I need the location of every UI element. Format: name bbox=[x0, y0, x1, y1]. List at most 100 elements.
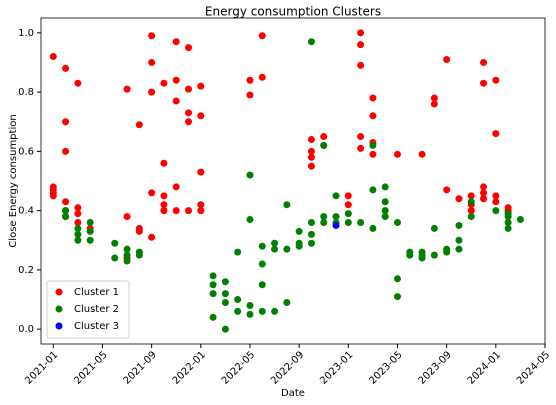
point bbox=[172, 207, 180, 215]
point bbox=[357, 133, 365, 141]
point bbox=[480, 195, 488, 203]
point bbox=[393, 218, 401, 226]
point bbox=[86, 236, 94, 244]
point bbox=[246, 171, 254, 179]
point bbox=[74, 218, 82, 226]
point bbox=[381, 183, 389, 191]
point bbox=[455, 195, 463, 203]
x-tick-label: 2024-01 bbox=[466, 349, 503, 386]
y-axis-label: Close Energy consumption bbox=[8, 114, 19, 247]
point bbox=[344, 218, 352, 226]
point bbox=[185, 118, 193, 126]
point bbox=[74, 236, 82, 244]
point bbox=[307, 147, 315, 155]
point bbox=[357, 144, 365, 152]
point bbox=[467, 207, 475, 215]
legend-marker bbox=[55, 305, 63, 313]
point bbox=[246, 76, 254, 84]
point bbox=[357, 41, 365, 49]
point bbox=[123, 213, 131, 221]
point bbox=[148, 58, 156, 66]
point bbox=[135, 227, 143, 235]
legend-label: Cluster 1 bbox=[74, 287, 119, 298]
point bbox=[49, 53, 57, 61]
point bbox=[480, 183, 488, 191]
point bbox=[258, 307, 266, 315]
point bbox=[430, 100, 438, 108]
point bbox=[332, 221, 340, 229]
point bbox=[332, 213, 340, 221]
point bbox=[492, 130, 500, 138]
y-tick-label: 0.8 bbox=[18, 87, 34, 98]
point bbox=[344, 201, 352, 209]
point bbox=[369, 94, 377, 102]
point bbox=[246, 310, 254, 318]
x-tick-label: 2021-01 bbox=[23, 349, 60, 386]
point bbox=[369, 150, 377, 158]
point bbox=[307, 38, 315, 46]
x-tick-label: 2021-09 bbox=[122, 349, 159, 386]
point bbox=[258, 242, 266, 250]
point bbox=[369, 141, 377, 149]
point bbox=[492, 198, 500, 206]
point bbox=[381, 213, 389, 221]
point bbox=[393, 293, 401, 301]
point bbox=[246, 301, 254, 309]
point bbox=[62, 213, 70, 221]
point bbox=[160, 79, 168, 87]
point bbox=[295, 239, 303, 247]
point bbox=[455, 221, 463, 229]
point bbox=[148, 88, 156, 96]
point bbox=[295, 227, 303, 235]
x-tick-label: 2023-01 bbox=[318, 349, 355, 386]
plot-frame bbox=[40, 17, 546, 345]
point bbox=[307, 230, 315, 238]
point bbox=[62, 198, 70, 206]
point bbox=[185, 85, 193, 93]
point bbox=[258, 281, 266, 289]
point bbox=[492, 192, 500, 200]
point bbox=[74, 210, 82, 218]
x-tick-label: 2023-09 bbox=[417, 349, 454, 386]
point bbox=[221, 299, 229, 307]
point bbox=[344, 192, 352, 200]
point bbox=[209, 290, 217, 298]
point bbox=[74, 79, 82, 87]
point bbox=[246, 91, 254, 99]
point bbox=[480, 189, 488, 197]
point bbox=[209, 281, 217, 289]
point bbox=[111, 254, 119, 262]
point bbox=[123, 257, 131, 265]
chart-title: Energy consumption Clusters bbox=[205, 5, 381, 19]
point bbox=[504, 213, 512, 221]
point bbox=[406, 248, 414, 256]
point bbox=[135, 248, 143, 256]
point bbox=[418, 254, 426, 262]
point bbox=[86, 218, 94, 226]
point bbox=[221, 278, 229, 286]
point bbox=[393, 275, 401, 283]
point bbox=[49, 192, 57, 200]
point bbox=[480, 79, 488, 87]
point bbox=[197, 82, 205, 90]
point bbox=[393, 150, 401, 158]
x-tick-label: 2022-09 bbox=[269, 349, 306, 386]
point bbox=[381, 207, 389, 215]
point bbox=[74, 224, 82, 232]
point bbox=[185, 207, 193, 215]
point bbox=[172, 97, 180, 105]
point bbox=[185, 109, 193, 117]
point bbox=[369, 112, 377, 120]
point bbox=[74, 230, 82, 238]
point bbox=[123, 251, 131, 259]
legend-marker bbox=[55, 322, 63, 330]
point bbox=[111, 239, 119, 247]
x-tick-label: 2023-05 bbox=[367, 349, 404, 386]
point bbox=[418, 248, 426, 256]
point bbox=[320, 218, 328, 226]
point bbox=[258, 260, 266, 268]
point bbox=[271, 307, 279, 315]
point bbox=[160, 159, 168, 167]
